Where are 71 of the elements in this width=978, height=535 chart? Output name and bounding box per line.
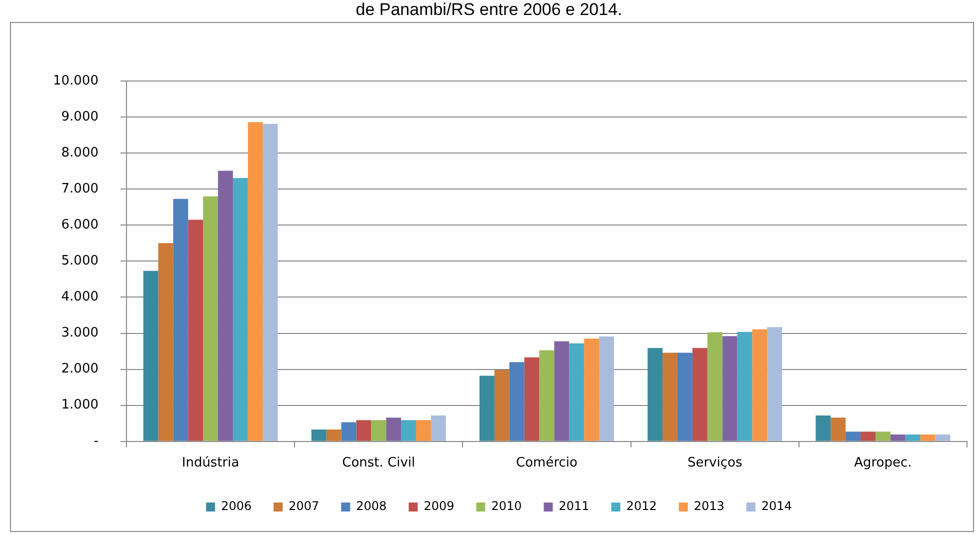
y-tick-label: - [94, 434, 99, 449]
bar [416, 420, 431, 441]
bar [846, 432, 861, 441]
bar [569, 343, 584, 441]
legend-label: 2010 [491, 499, 522, 514]
bar [860, 432, 876, 441]
bar [494, 370, 510, 441]
y-tick-label: 5.000 [61, 254, 98, 269]
bar [509, 362, 524, 441]
x-tick-label: Comércio [516, 456, 578, 471]
x-tick-label: Indústria [182, 456, 240, 471]
bar [830, 418, 846, 441]
bar [752, 329, 768, 441]
bar [188, 220, 204, 441]
y-tick-label: 1.000 [61, 398, 98, 413]
bar [524, 357, 540, 441]
bar [554, 341, 570, 441]
y-tick-label: 3.000 [61, 326, 98, 341]
bar [430, 415, 446, 441]
legend-label: 2011 [558, 499, 590, 514]
bar [692, 348, 708, 441]
bar [371, 420, 386, 441]
bar [386, 418, 402, 441]
y-tick-label: 9.000 [61, 109, 98, 124]
bar [158, 243, 174, 441]
bar [203, 196, 218, 441]
legend-label: 2012 [626, 499, 657, 514]
bar [599, 336, 614, 441]
bar [311, 430, 326, 441]
legend-label: 2008 [356, 499, 387, 514]
legend-label: 2007 [288, 499, 320, 514]
bar [722, 336, 738, 441]
bar [662, 352, 678, 441]
bar [232, 178, 248, 441]
x-tick-label: Serviços [687, 456, 742, 471]
bar [584, 338, 600, 441]
bar [816, 415, 831, 441]
bar [262, 124, 278, 441]
bar [905, 434, 920, 441]
bar [248, 122, 263, 441]
bar [890, 434, 906, 441]
y-tick-label: 10.000 [52, 73, 98, 88]
bar [480, 376, 494, 441]
y-tick-label: 7.000 [61, 181, 98, 196]
legend-label: 2006 [221, 499, 252, 514]
legend-label: 2013 [694, 499, 724, 514]
bar [737, 332, 752, 441]
bar [677, 352, 692, 441]
bar [767, 327, 782, 441]
bar [218, 170, 233, 441]
bar [935, 434, 950, 441]
x-tick-label: Agropec. [854, 456, 912, 471]
legend-label: 2009 [424, 499, 454, 514]
bar [401, 420, 416, 441]
y-tick-label: 2.000 [61, 362, 98, 377]
bar [707, 332, 722, 441]
bar [173, 198, 188, 441]
legend-label: 2014 [761, 499, 792, 514]
bar [539, 350, 554, 441]
bar [648, 348, 663, 441]
bar [143, 270, 158, 441]
chart-title: de Panambi/RS entre 2006 e 2014. [354, 0, 624, 20]
x-tick-label: Const. Civil [342, 456, 416, 471]
bar [356, 420, 372, 441]
y-tick-label: 4.000 [61, 290, 98, 305]
bar [341, 422, 356, 441]
y-tick-label: 8.000 [61, 145, 98, 160]
bar [875, 432, 890, 441]
bar [920, 434, 936, 441]
bar [326, 430, 342, 441]
y-tick-label: 6.000 [61, 218, 98, 233]
